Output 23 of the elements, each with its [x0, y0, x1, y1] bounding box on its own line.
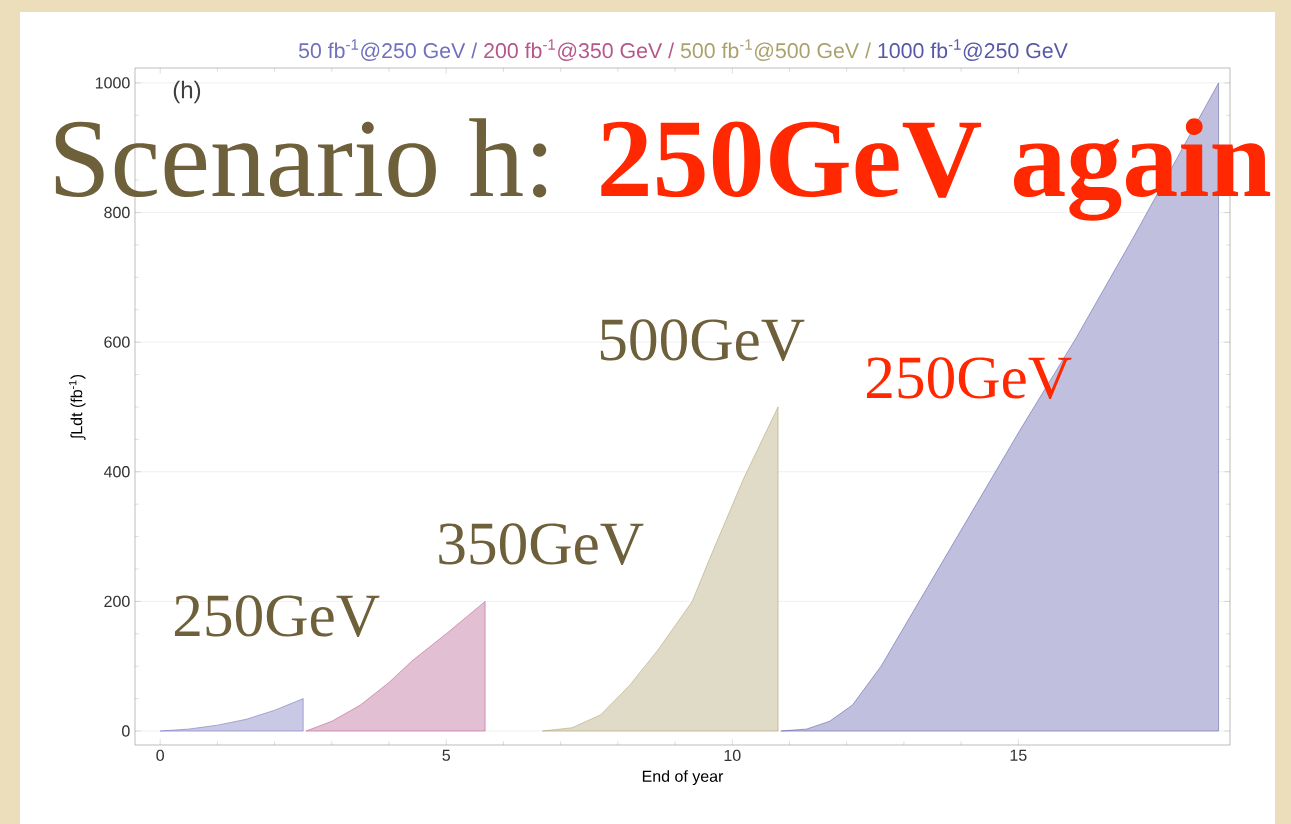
y-tick-label: 0	[122, 725, 130, 737]
x-tick-label: 15	[1010, 749, 1027, 761]
y-tick-label: 600	[104, 336, 130, 348]
y-tick-label: 200	[104, 595, 130, 608]
y-tick-label: 400	[103, 466, 130, 478]
annotation: (h)	[173, 80, 201, 104]
annotation: 350GeV	[439, 523, 644, 565]
annotation: 250GeV	[174, 595, 380, 637]
text: 50 fb$^{-1}$@250 GeV /	[298, 39, 478, 61]
annotation: 250GeV	[866, 357, 1072, 399]
annotation: 500GeV	[600, 319, 805, 361]
text: 200 fb$^{-1}$@350 GeV /	[484, 39, 675, 61]
y-axis-title: ∫Ldt (fb$^{-1}$)	[69, 374, 86, 440]
annotation: 250GeV again	[601, 118, 1271, 221]
annotation: Scenario h:	[55, 118, 547, 198]
y-tick-label: 800	[104, 206, 130, 219]
x-axis-title: End of year	[642, 770, 724, 786]
x-tick-label: 0	[156, 749, 165, 762]
text: 1000 fb$^{-1}$@250 GeV	[878, 39, 1068, 61]
text: 500 fb$^{-1}$@500 GeV /	[680, 39, 871, 61]
x-tick-label: 5	[442, 749, 450, 761]
x-tick-label: 10	[724, 749, 741, 762]
y-tick-label: 1000	[95, 77, 130, 89]
